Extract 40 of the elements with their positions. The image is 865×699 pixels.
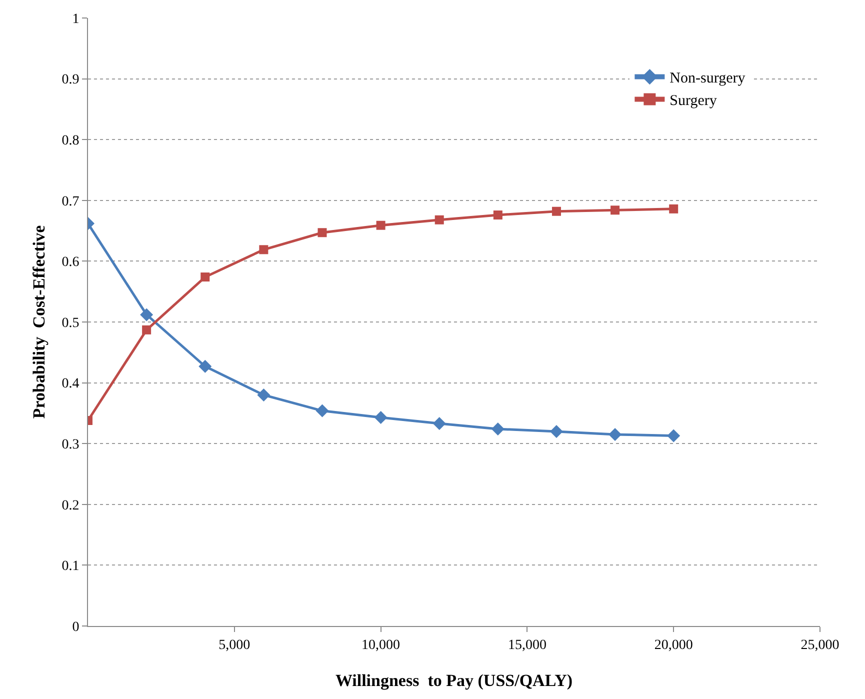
point: [140, 308, 154, 322]
legend-label: Non-surgery: [670, 70, 746, 87]
point: [432, 417, 446, 430]
x-tick-label: 20,000: [654, 638, 693, 653]
point: [610, 206, 620, 215]
y-tick-label: 0.1: [62, 559, 80, 574]
x-tick-label: 10,000: [362, 638, 400, 653]
y-tick-label: 0.5: [62, 316, 80, 331]
point: [552, 206, 561, 216]
point: [316, 404, 329, 418]
point: [434, 215, 444, 224]
y-tick-label: 0.3: [62, 438, 80, 452]
point: [491, 422, 504, 436]
x-tick-label: 25,000: [800, 638, 840, 653]
y-tick-label: 0.6: [62, 255, 80, 270]
point: [669, 204, 678, 214]
y-tick-label: 0.9: [62, 72, 80, 88]
y-tick-label: 0: [72, 620, 80, 635]
point: [376, 220, 386, 230]
point: [667, 429, 680, 442]
x-tick-label: 5,000: [218, 638, 250, 653]
y-tick-label: 0.2: [62, 498, 80, 514]
y-tick-label: 0.8: [62, 134, 80, 148]
y-axis-title: Probability Cost-Effective: [29, 224, 48, 419]
point: [200, 272, 210, 282]
point: [257, 388, 270, 402]
legend-label: Surgery: [670, 93, 718, 110]
point: [259, 245, 268, 254]
y-tick-label: 0.4: [62, 376, 80, 392]
point: [493, 210, 502, 220]
y-tick-label: 1: [72, 12, 80, 27]
point: [198, 360, 212, 373]
x-tick-label: 15,000: [508, 638, 546, 653]
point: [142, 325, 152, 334]
y-tick-label: 0.7: [62, 194, 80, 210]
point: [374, 410, 388, 424]
point: [318, 228, 327, 238]
point: [550, 424, 563, 438]
x-axis-title: Willingness to Pay (USS/QALY): [335, 671, 573, 690]
point: [608, 428, 622, 441]
